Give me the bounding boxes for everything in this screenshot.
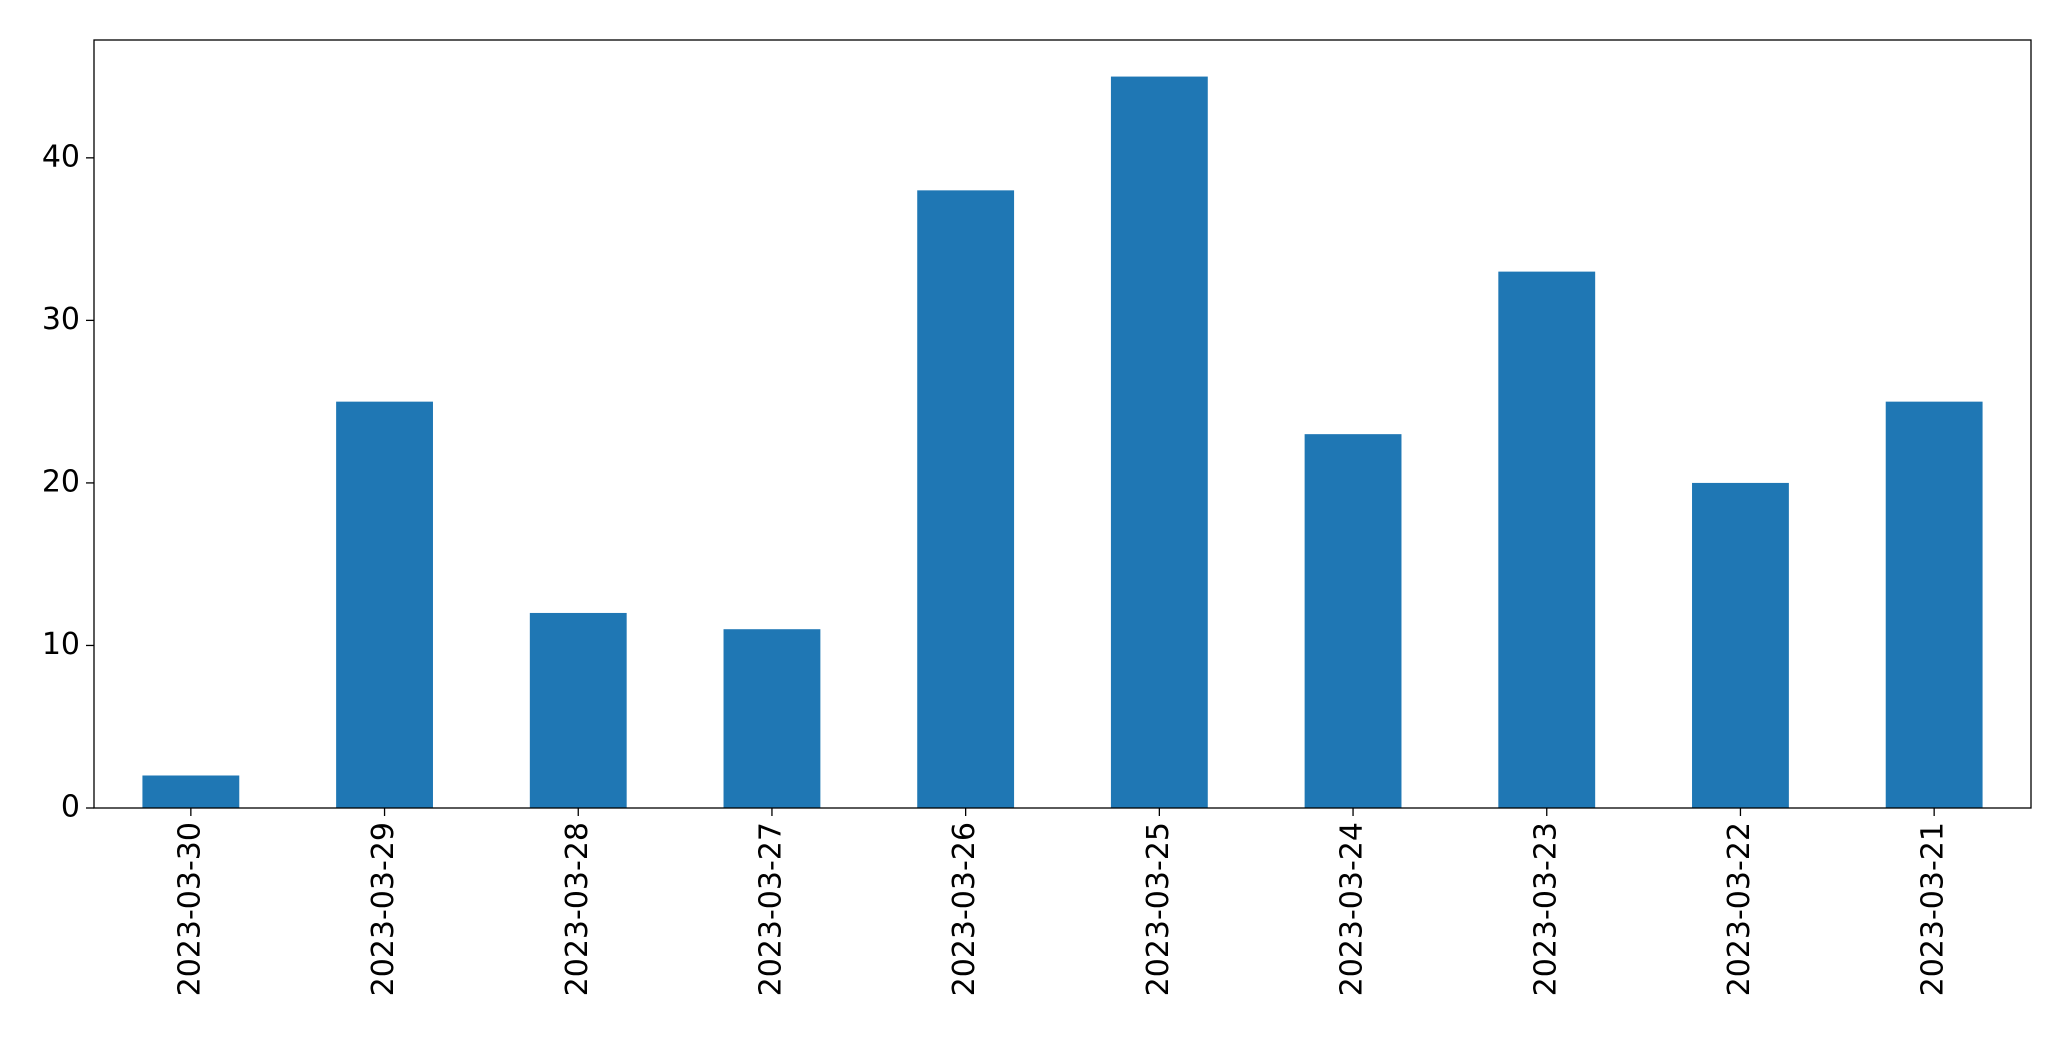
- x-tick-label: 2023-03-23: [1528, 822, 1563, 996]
- y-tick-label: 40: [42, 139, 80, 174]
- x-tick-label: 2023-03-25: [1141, 822, 1176, 996]
- bar: [1498, 271, 1596, 809]
- x-tick-label: 2023-03-28: [560, 822, 595, 996]
- bar: [336, 401, 433, 808]
- x-tick-label: 2023-03-24: [1335, 822, 1370, 996]
- x-tick-label: 2023-03-22: [1722, 822, 1757, 996]
- y-tick-label: 20: [42, 464, 80, 499]
- x-tick-label: 2023-03-27: [753, 822, 788, 996]
- y-tick-label: 0: [61, 790, 80, 825]
- bar: [1692, 482, 1789, 808]
- bar: [529, 612, 627, 808]
- x-tick-label: 2023-03-21: [1916, 822, 1951, 996]
- bar: [142, 775, 240, 808]
- x-tick-label: 2023-03-29: [366, 822, 401, 996]
- y-tick-label: 10: [42, 627, 80, 662]
- plot-frame: [93, 39, 2032, 809]
- bar: [917, 190, 1015, 808]
- x-tick-label: 2023-03-26: [947, 822, 982, 996]
- bar: [1304, 434, 1402, 808]
- y-tick-label: 30: [42, 302, 80, 337]
- bar: [1110, 76, 1208, 809]
- bar: [723, 629, 821, 808]
- x-tick-label: 2023-03-30: [172, 822, 207, 996]
- bar: [1885, 401, 1983, 808]
